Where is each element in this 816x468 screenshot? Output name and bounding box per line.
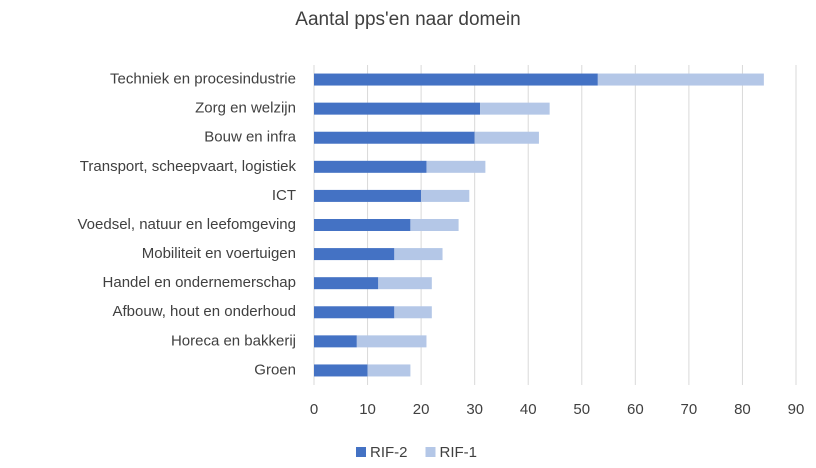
bar: [314, 102, 481, 115]
x-tick-label: 30: [466, 401, 483, 418]
legend-swatch: [425, 447, 436, 457]
y-tick-label: Mobiliteit en voertuigen: [142, 245, 296, 262]
bar: [394, 306, 432, 319]
bar: [314, 364, 368, 377]
bar: [378, 277, 432, 290]
x-tick-label: 90: [788, 401, 805, 418]
y-tick-label: Voedsel, natuur en leefomgeving: [78, 216, 297, 233]
bar: [597, 73, 764, 86]
y-tick-label: Zorg en welzijn: [195, 100, 296, 117]
y-tick-label: Transport, scheepvaart, logistiek: [80, 158, 297, 175]
y-tick-label: Techniek en procesindustrie: [110, 71, 296, 88]
legend-label: RIF-1: [440, 444, 478, 461]
bar: [421, 189, 470, 202]
bar: [356, 335, 427, 348]
y-tick-label: Bouw en infra: [204, 129, 296, 146]
x-tick-label: 10: [359, 401, 376, 418]
x-tick-label: 0: [310, 401, 318, 418]
chart-title: Aantal pps'en naar domein: [295, 9, 520, 30]
bar: [394, 248, 443, 261]
x-tick-label: 50: [573, 401, 590, 418]
bar: [314, 160, 427, 173]
bar: [474, 131, 539, 144]
y-tick-label: Handel en ondernemerschap: [103, 274, 296, 291]
x-tick-label: 60: [627, 401, 644, 418]
y-tick-label: Groen: [254, 361, 296, 378]
y-tick-label: Horeca en bakkerij: [171, 332, 296, 349]
bar: [367, 364, 411, 377]
bar: [314, 131, 475, 144]
y-tick-label: Afbouw, hout en onderhoud: [113, 303, 297, 320]
x-tick-label: 40: [520, 401, 537, 418]
y-tick-label: ICT: [272, 187, 296, 204]
bar: [480, 102, 550, 115]
bar: [314, 277, 379, 290]
x-tick-label: 80: [734, 401, 751, 418]
x-tick-label: 70: [681, 401, 698, 418]
legend-swatch: [356, 447, 366, 457]
legend-label: RIF-2: [370, 444, 408, 461]
bar: [314, 189, 422, 202]
bar: [314, 73, 598, 86]
bar: [314, 335, 357, 348]
x-tick-label: 20: [413, 401, 430, 418]
bar: [314, 219, 411, 231]
bar: [314, 306, 395, 319]
bar: [314, 248, 395, 261]
bar: [410, 219, 459, 231]
bar: [426, 160, 486, 173]
